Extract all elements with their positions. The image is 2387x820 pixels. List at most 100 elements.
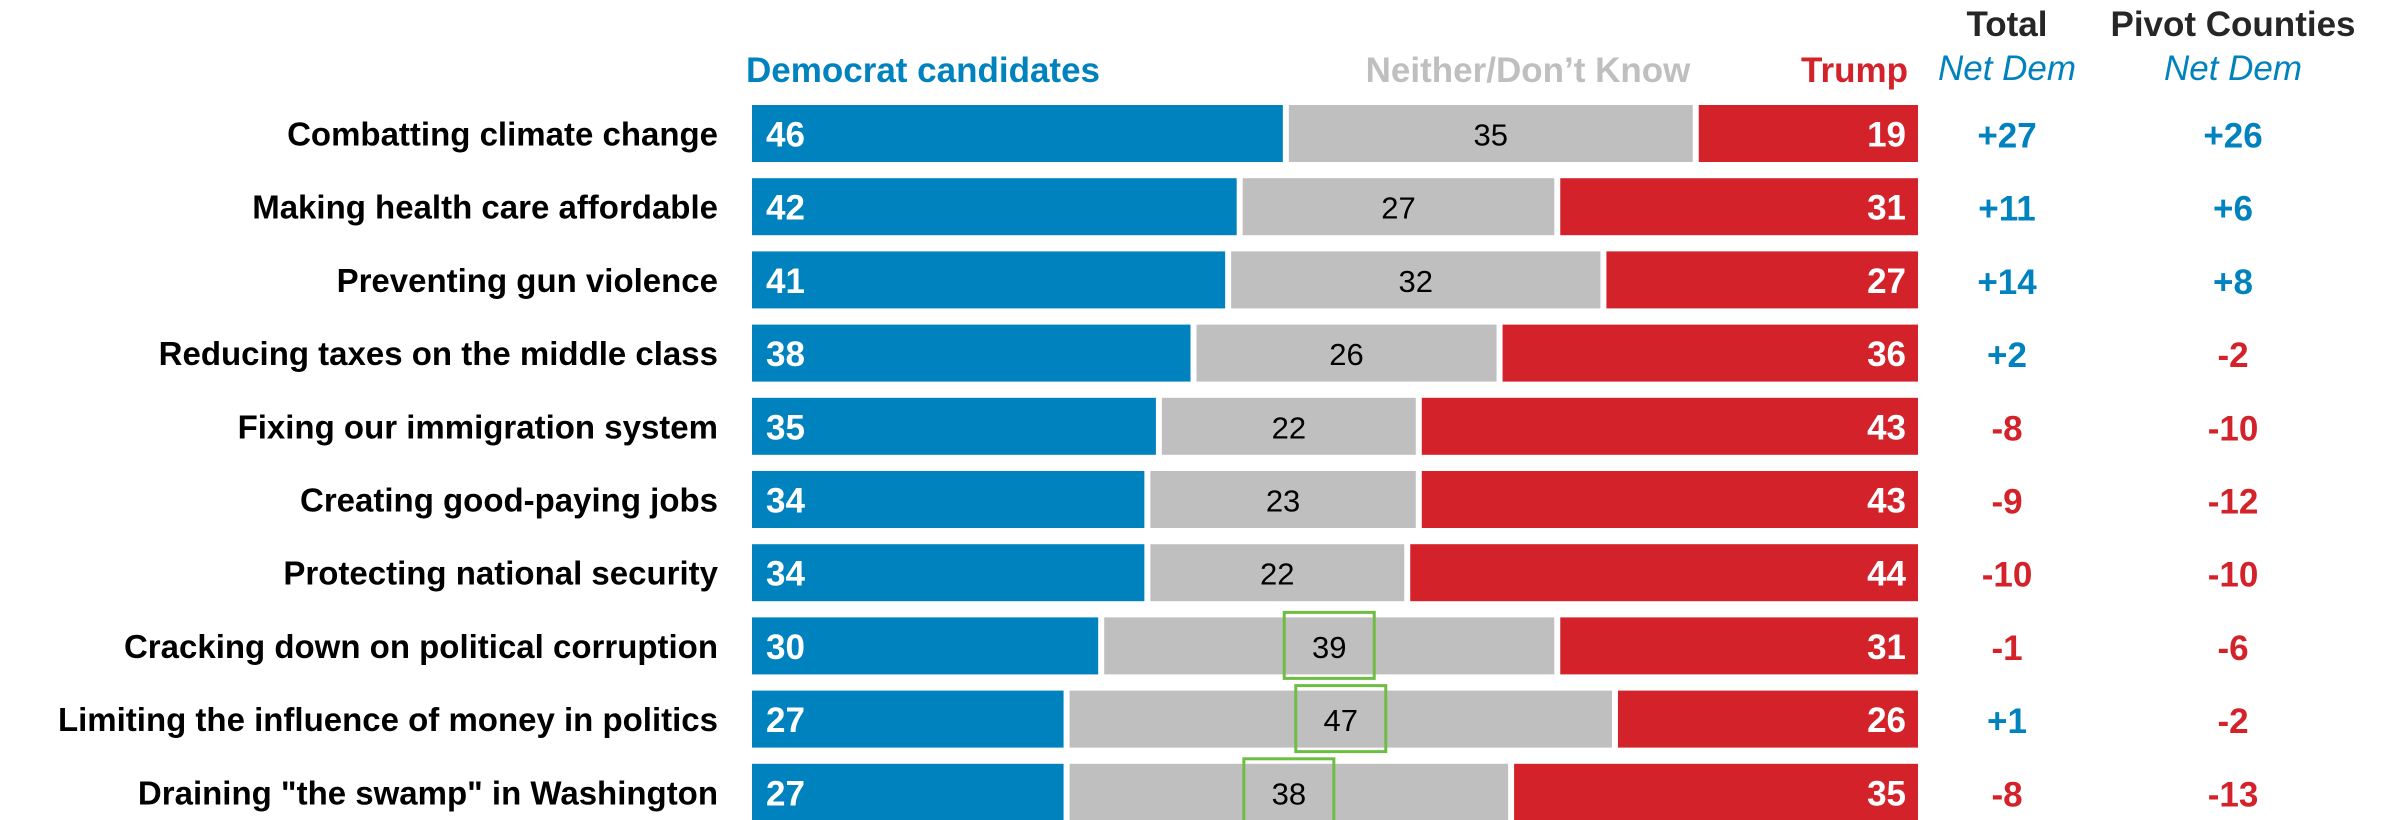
legend-neither: Neither/Don’t Know	[1366, 51, 1691, 90]
value-label-neither: 22	[1272, 410, 1306, 445]
value-label-trump: 43	[1867, 408, 1906, 447]
bar-neither	[1288, 105, 1693, 162]
bar-trump	[1502, 324, 1918, 382]
side-value-pivot: -2	[2217, 702, 2248, 741]
category-label: Limiting the influence of money in polit…	[58, 701, 718, 738]
bar-democrat	[752, 397, 1156, 455]
legend-democrat: Democrat candidates	[746, 51, 1100, 90]
highlight-box	[1242, 757, 1336, 820]
value-label-trump: 19	[1867, 116, 1906, 155]
bar-democrat	[752, 324, 1191, 382]
category-label: Making health care affordable	[252, 189, 718, 226]
category-label: Fixing our immigration system	[238, 408, 718, 445]
bar-democrat	[752, 105, 1283, 162]
bar-democrat	[752, 763, 1064, 820]
value-label-democrat: 38	[766, 335, 805, 374]
bar-neither	[1069, 690, 1612, 748]
side-value-total: +27	[1977, 117, 2036, 156]
category-label: Reducing taxes on the middle class	[159, 335, 718, 372]
category-label: Preventing gun violence	[337, 262, 718, 299]
side-value-total: +1	[1987, 702, 2027, 741]
side-value-total: +14	[1977, 263, 2037, 302]
bar-trump	[1617, 690, 1918, 748]
bar-neither	[1161, 397, 1416, 455]
value-label-neither: 38	[1272, 776, 1306, 811]
value-label-neither: 22	[1260, 557, 1294, 592]
value-label-democrat: 35	[766, 408, 805, 447]
value-label-democrat: 30	[766, 628, 805, 667]
bar-neither	[1104, 617, 1555, 675]
category-label: Cracking down on political corruption	[124, 628, 718, 665]
highlight-box	[1294, 684, 1388, 754]
side-value-pivot: -12	[2208, 483, 2259, 522]
bar-trump	[1410, 544, 1918, 602]
value-label-democrat: 34	[766, 555, 805, 594]
bar-neither	[1196, 324, 1497, 382]
side-value-pivot: -2	[2217, 336, 2248, 375]
value-label-democrat: 42	[766, 189, 805, 228]
bar-trump	[1421, 471, 1918, 528]
side-value-pivot: +8	[2213, 263, 2253, 302]
value-label-trump: 35	[1867, 774, 1906, 813]
bar-democrat	[752, 251, 1226, 309]
bar-trump	[1560, 617, 1918, 675]
bar-democrat	[752, 617, 1099, 675]
side-value-total: -10	[1982, 556, 2033, 595]
value-label-trump: 43	[1867, 482, 1906, 521]
bar-democrat	[752, 690, 1064, 748]
side-column-title-1: Total	[1966, 5, 2047, 44]
bar-neither	[1150, 471, 1416, 528]
value-label-trump: 26	[1867, 701, 1906, 740]
bar-neither	[1150, 544, 1405, 602]
value-label-trump: 31	[1867, 189, 1906, 228]
bar-trump	[1560, 178, 1918, 236]
value-label-democrat: 34	[766, 482, 805, 521]
value-label-neither: 35	[1474, 118, 1508, 153]
bar-trump	[1421, 397, 1918, 455]
bar-democrat	[752, 471, 1145, 528]
value-label-neither: 39	[1312, 630, 1346, 665]
value-label-neither: 26	[1329, 337, 1363, 372]
side-value-pivot: -6	[2217, 629, 2248, 668]
value-label-neither: 27	[1381, 191, 1415, 226]
side-column-title-2: Pivot Counties	[2110, 5, 2355, 44]
bar-democrat	[752, 178, 1237, 236]
bar-neither	[1069, 763, 1509, 820]
value-label-trump: 31	[1867, 628, 1906, 667]
highlight-box	[1282, 610, 1376, 680]
side-value-pivot: -10	[2208, 409, 2259, 448]
category-label: Combatting climate change	[287, 116, 718, 153]
value-label-neither: 32	[1399, 264, 1433, 299]
value-label-neither: 23	[1266, 484, 1300, 519]
bar-trump	[1698, 105, 1918, 162]
side-value-pivot: +26	[2203, 117, 2262, 156]
value-label-democrat: 27	[766, 774, 805, 813]
value-label-democrat: 27	[766, 701, 805, 740]
value-label-trump: 44	[1867, 555, 1906, 594]
bar-neither	[1242, 178, 1555, 236]
bar-democrat	[752, 544, 1145, 602]
side-value-total: -8	[1991, 775, 2022, 814]
side-value-total: +11	[1978, 190, 2035, 229]
side-column-subtitle-2: Net Dem	[2164, 49, 2302, 88]
value-label-neither: 47	[1324, 703, 1358, 738]
value-label-trump: 36	[1867, 335, 1906, 374]
side-value-total: -9	[1991, 483, 2022, 522]
side-value-total: -8	[1991, 409, 2022, 448]
side-value-pivot: -10	[2208, 556, 2259, 595]
category-label: Draining "the swamp" in Washington	[138, 774, 718, 811]
bar-trump	[1514, 763, 1918, 820]
bar-trump	[1606, 251, 1918, 309]
side-value-total: -1	[1991, 629, 2022, 668]
value-label-democrat: 41	[766, 262, 805, 301]
side-value-pivot: +6	[2213, 190, 2253, 229]
side-value-pivot: -13	[2208, 775, 2259, 814]
bar-neither	[1231, 251, 1601, 309]
category-label: Protecting national security	[283, 555, 718, 592]
legend-trump: Trump	[1801, 51, 1908, 90]
value-label-trump: 27	[1867, 262, 1906, 301]
value-label-democrat: 46	[766, 116, 805, 155]
side-value-total: +2	[1987, 336, 2027, 375]
